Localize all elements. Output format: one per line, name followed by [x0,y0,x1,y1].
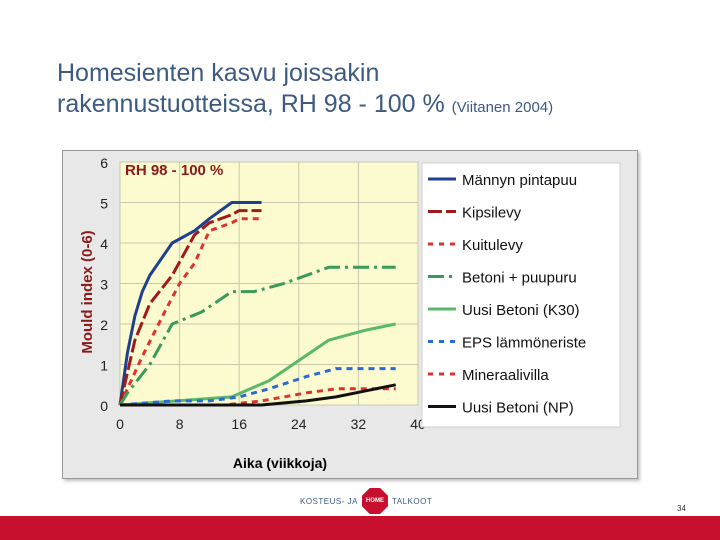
kosteus-home-talkoot-logo: KOSTEUS- JA HOME TALKOOT [300,486,432,516]
slide-title: Homesienten kasvu joissakin rakennustuot… [57,58,553,123]
title-line-2: rakennustuotteissa, RH 98 - 100 % (Viita… [57,89,553,123]
legend-box [421,162,621,428]
x-tick-label: 8 [176,416,184,432]
y-tick-label: 6 [100,155,108,171]
legend: Männyn pintapuu Kipsilevy Kuitulevy Betoni … [421,162,621,428]
chart-title: RH 98 - 100 % [125,162,223,179]
series-line-2 [118,209,262,406]
y-tick-label: 0 [100,398,108,414]
x-tick-label: 24 [291,416,307,432]
x-tick-label: 16 [231,416,247,432]
title-line-2-main: rakennustuotteissa, RH 98 - 100 % [57,90,445,118]
y-tick-label: 3 [100,277,108,293]
legend-label-5: Uusi Betoni (K30) [462,302,580,319]
y-tick-label: 4 [100,236,108,252]
logo-text-left: KOSTEUS- JA [300,496,358,506]
y-tick-label: 5 [100,196,108,212]
title-source: (Viitanen 2004) [451,99,554,116]
series-line-5 [119,322,397,407]
x-axis-label: Aika (viikkoja) [233,455,327,471]
series-line-3 [118,217,262,406]
legend-label-8: Uusi Betoni (NP) [462,400,574,417]
x-tick-label: 32 [351,416,367,432]
series-line-4 [118,265,396,406]
legend-label-1: Männyn pintapuu [462,172,577,189]
series-line-8 [120,383,396,407]
y-axis-label: Mould index (0-6) [79,230,96,353]
legend-label-6: EPS lämmöneriste [462,335,586,352]
title-line-1: Homesienten kasvu joissakin [57,59,380,87]
footer-bar [0,516,720,540]
legend-label-7: Mineraalivilla [462,367,549,384]
legend-label-2: Kipsilevy [462,205,522,222]
y-tick-label: 1 [100,358,108,374]
logo-stop-sign: HOME [361,488,388,514]
legend-label-4: Betoni + puupuru [462,270,577,287]
series-line-1 [118,201,262,406]
y-tick-label: 2 [100,317,108,333]
legend-label-3: Kuitulevy [462,237,523,254]
x-tick-label: 0 [116,416,124,432]
page-number: 34 [677,504,686,513]
logo-text-right: TALKOOT [391,496,433,506]
